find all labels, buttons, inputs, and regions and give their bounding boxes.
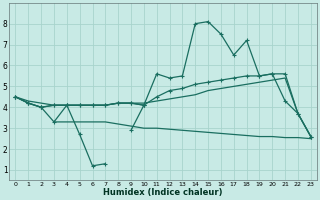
X-axis label: Humidex (Indice chaleur): Humidex (Indice chaleur) bbox=[103, 188, 223, 197]
